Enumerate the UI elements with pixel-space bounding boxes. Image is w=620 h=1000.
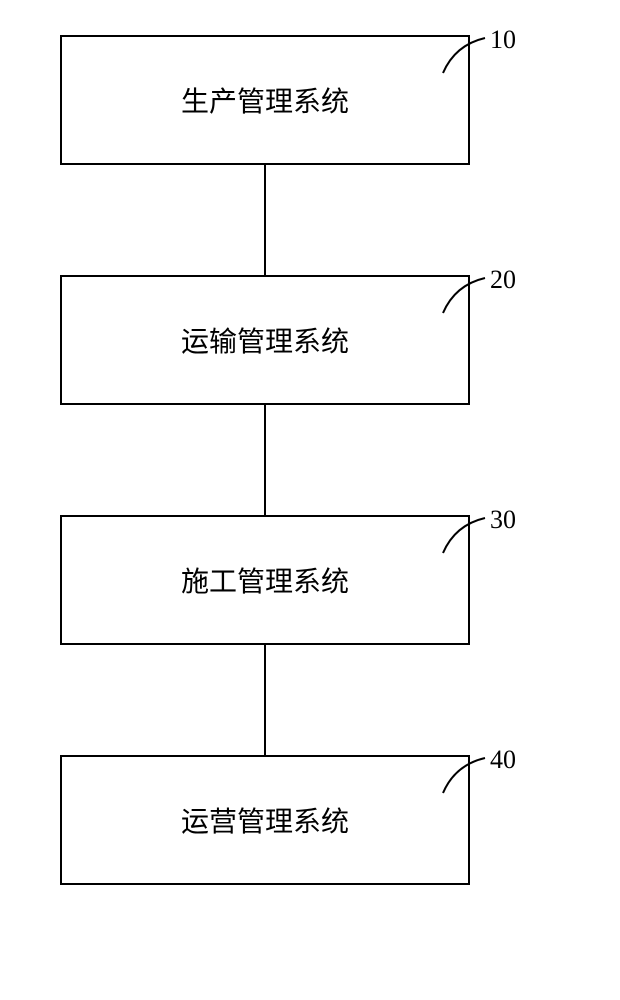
callout-curve-icon [440,753,490,798]
box-production-management: 生产管理系统 [60,35,470,165]
callout-curve-icon [440,513,490,558]
callout-number: 30 [490,505,516,535]
box-label: 生产管理系统 [181,80,349,120]
callout-number: 10 [490,25,516,55]
box-label: 施工管理系统 [181,560,349,600]
box-operations-management: 运营管理系统 [60,755,470,885]
connector-1-2 [264,165,266,275]
callout-curve-icon [440,33,490,78]
callout-30: 30 [490,505,516,535]
connector-3-4 [264,645,266,755]
callout-10: 10 [490,25,516,55]
box-transport-management: 运输管理系统 [60,275,470,405]
callout-20: 20 [490,265,516,295]
connector-2-3 [264,405,266,515]
callout-number: 40 [490,745,516,775]
callout-number: 20 [490,265,516,295]
box-label: 运输管理系统 [181,320,349,360]
callout-curve-icon [440,273,490,318]
callout-40: 40 [490,745,516,775]
box-construction-management: 施工管理系统 [60,515,470,645]
box-label: 运营管理系统 [181,800,349,840]
